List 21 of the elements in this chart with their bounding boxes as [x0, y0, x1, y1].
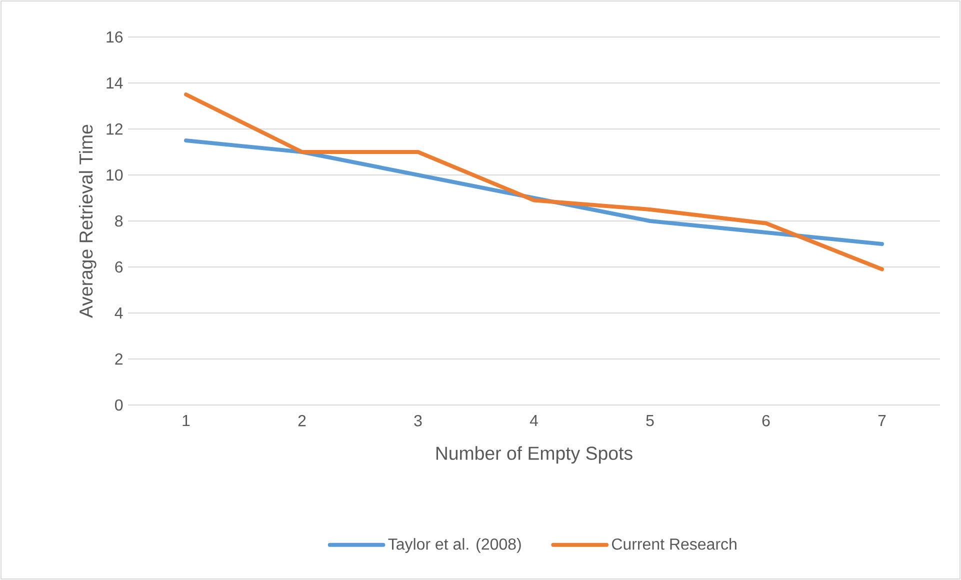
x-axis-title: Number of Empty Spots: [436, 446, 632, 464]
line-series: [184, 92, 884, 272]
y-tick-label: 14: [106, 77, 123, 88]
y-tick-label: 0: [115, 399, 123, 411]
y-tick-label: 8: [115, 215, 123, 227]
y-tick-label: 10: [106, 169, 123, 181]
x-tick-label: 4: [530, 415, 538, 426]
x-tick-label: 1: [182, 415, 190, 426]
legend-label: Current Research: [612, 538, 736, 550]
y-tick-label: 6: [115, 261, 123, 273]
x-tick-label: 3: [414, 415, 422, 426]
y-tick-label: 2: [115, 353, 122, 365]
y-tick-label: 4: [114, 307, 123, 318]
x-tick-label: 6: [762, 415, 770, 426]
y-axis-title: Average Retrieval Time: [78, 124, 96, 318]
x-tick-label: 5: [646, 415, 654, 426]
legend-label: Taylor et al. (2008): [388, 538, 521, 553]
y-tick-label: 12: [106, 123, 122, 135]
x-tick-label: 2: [298, 415, 306, 426]
y-tick-label: 16: [106, 31, 123, 43]
x-tick-label: 7: [878, 415, 886, 426]
